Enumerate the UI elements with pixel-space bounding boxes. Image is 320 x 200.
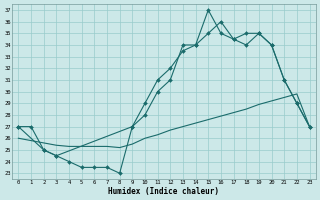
X-axis label: Humidex (Indice chaleur): Humidex (Indice chaleur) xyxy=(108,187,220,196)
